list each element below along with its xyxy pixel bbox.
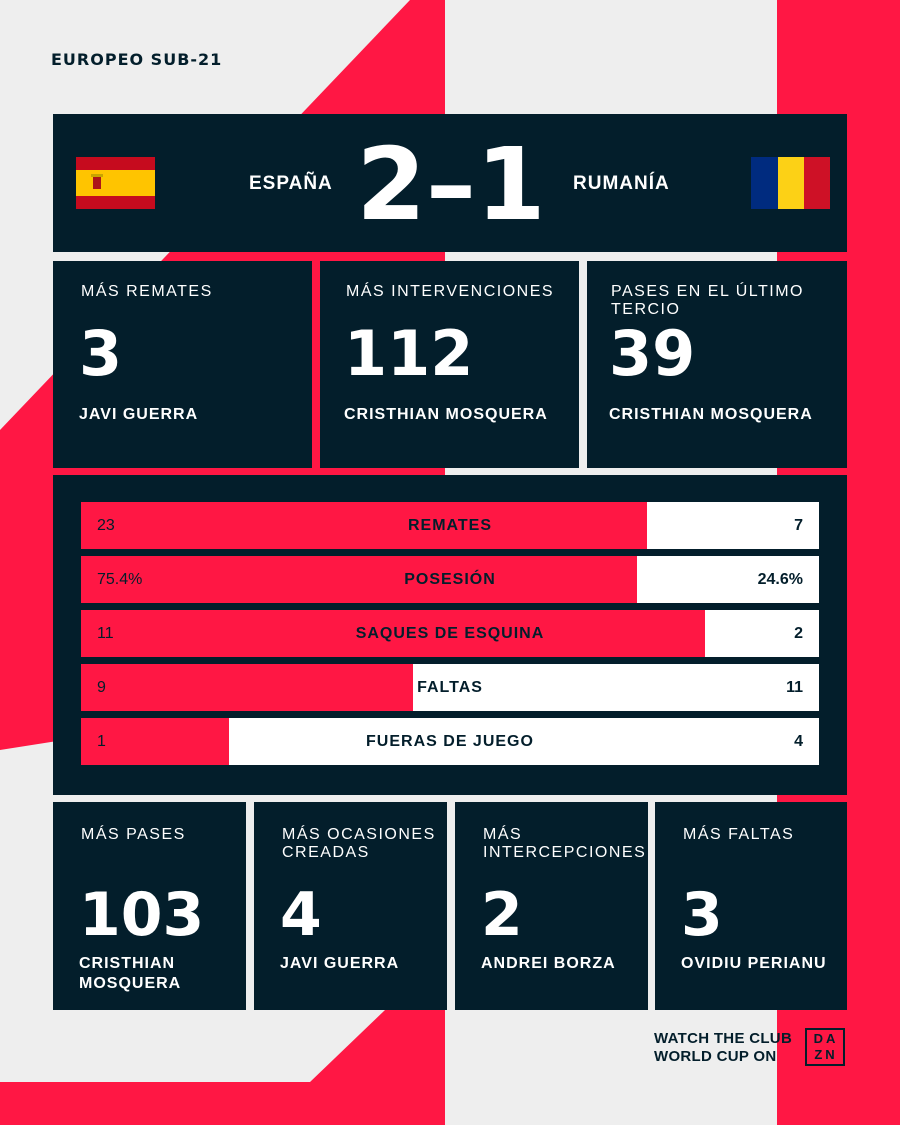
comparison-label: REMATES <box>407 517 493 534</box>
stat-card-player: CRISTHIAN MOSQUERA <box>79 955 182 992</box>
stat-card-label: MÁS OCASIONES CREADAS <box>282 826 436 861</box>
romania-flag-icon <box>751 157 830 209</box>
comparison-bar-fill <box>81 502 648 549</box>
dazn-logo[interactable]: DA ZN <box>805 1028 845 1066</box>
dazn-logo-text: DA ZN <box>813 1031 839 1062</box>
stat-card-value: 2 <box>481 880 523 950</box>
stat-card-value: 3 <box>681 880 723 950</box>
stat-card-label: MÁS FALTAS <box>683 826 795 843</box>
comparison-row-possession: 75.4% POSESIÓN 24.6% <box>81 556 819 603</box>
comparison-bar-fill <box>81 610 706 657</box>
comparison-row-fouls: 9 FALTAS 11 <box>81 664 819 711</box>
comparison-home-value: 1 <box>97 733 106 750</box>
stat-card-label: MÁS PASES <box>81 826 186 843</box>
stat-card-label: PASES EN EL ÚLTIMO TERCIO <box>611 283 804 318</box>
stat-card-player: CRISTHIAN MOSQUERA <box>344 406 548 423</box>
home-team-name: ESPAÑA <box>249 173 333 194</box>
stat-card-most-passes: MÁS PASES 103 CRISTHIAN MOSQUERA <box>53 802 246 1010</box>
comparison-home-value: 11 <box>97 625 114 642</box>
comparison-label: FALTAS <box>417 679 483 696</box>
comparison-bar-fill <box>81 556 638 603</box>
stat-card-player: JAVI GUERRA <box>79 406 199 423</box>
competition-title: EUROPEO SUB-21 <box>51 50 223 69</box>
comparison-away-value: 7 <box>794 517 803 534</box>
comparison-home-value: 75.4% <box>97 571 143 588</box>
team-comparison: 23 REMATES 7 75.4% POSESIÓN 24.6% 11 SAQ… <box>53 475 847 795</box>
comparison-home-value: 9 <box>97 679 106 696</box>
score-header: ESPAÑA 2–1 RUMANÍA <box>53 114 847 252</box>
comparison-away-value: 24.6% <box>757 571 803 588</box>
stat-card-value: 39 <box>609 317 696 390</box>
comparison-label: FUERAS DE JUEGO <box>366 733 534 750</box>
comparison-label: POSESIÓN <box>404 571 496 588</box>
stat-card-most-chances: MÁS OCASIONES CREADAS 4 JAVI GUERRA <box>254 802 447 1010</box>
comparison-home-value: 23 <box>97 517 115 534</box>
stat-card-label: MÁS REMATES <box>81 283 213 300</box>
comparison-away-value: 11 <box>786 679 803 696</box>
spain-flag-icon <box>76 157 155 209</box>
stat-card-most-interceptions: MÁS INTERCEPCIONES 2 ANDREI BORZA <box>455 802 648 1010</box>
comparison-row-shots: 23 REMATES 7 <box>81 502 819 549</box>
stat-card-player: CRISTHIAN MOSQUERA <box>609 406 813 423</box>
comparison-row-offsides: 1 FUERAS DE JUEGO 4 <box>81 718 819 765</box>
stat-card-final-third-passes: PASES EN EL ÚLTIMO TERCIO 39 CRISTHIAN M… <box>587 261 847 468</box>
comparison-bar-fill <box>81 664 414 711</box>
comparison-label: SAQUES DE ESQUINA <box>355 625 545 642</box>
stat-card-most-shots: MÁS REMATES 3 JAVI GUERRA <box>53 261 312 468</box>
stat-card-label: MÁS INTERVENCIONES <box>346 283 555 300</box>
comparison-row-corners: 11 SAQUES DE ESQUINA 2 <box>81 610 819 657</box>
comparison-away-value: 2 <box>794 625 803 642</box>
stat-card-value: 112 <box>344 317 474 390</box>
stat-card-most-fouls: MÁS FALTAS 3 OVIDIU PERIANU <box>655 802 847 1010</box>
stat-card-label: MÁS INTERCEPCIONES <box>483 826 647 861</box>
promo-text: WATCH THE CLUB WORLD CUP ON <box>654 1030 793 1065</box>
match-score: 2–1 <box>356 126 546 243</box>
stat-card-value: 103 <box>79 880 205 950</box>
stat-card-value: 4 <box>280 880 322 950</box>
stat-card-player: JAVI GUERRA <box>280 955 400 972</box>
stat-card-most-interventions: MÁS INTERVENCIONES 112 CRISTHIAN MOSQUER… <box>320 261 579 468</box>
stat-card-value: 3 <box>79 317 123 390</box>
away-team-name: RUMANÍA <box>573 173 670 194</box>
stat-card-player: OVIDIU PERIANU <box>681 955 827 972</box>
stat-card-player: ANDREI BORZA <box>481 955 616 972</box>
comparison-bar-fill <box>81 718 229 765</box>
comparison-away-value: 4 <box>794 733 803 750</box>
